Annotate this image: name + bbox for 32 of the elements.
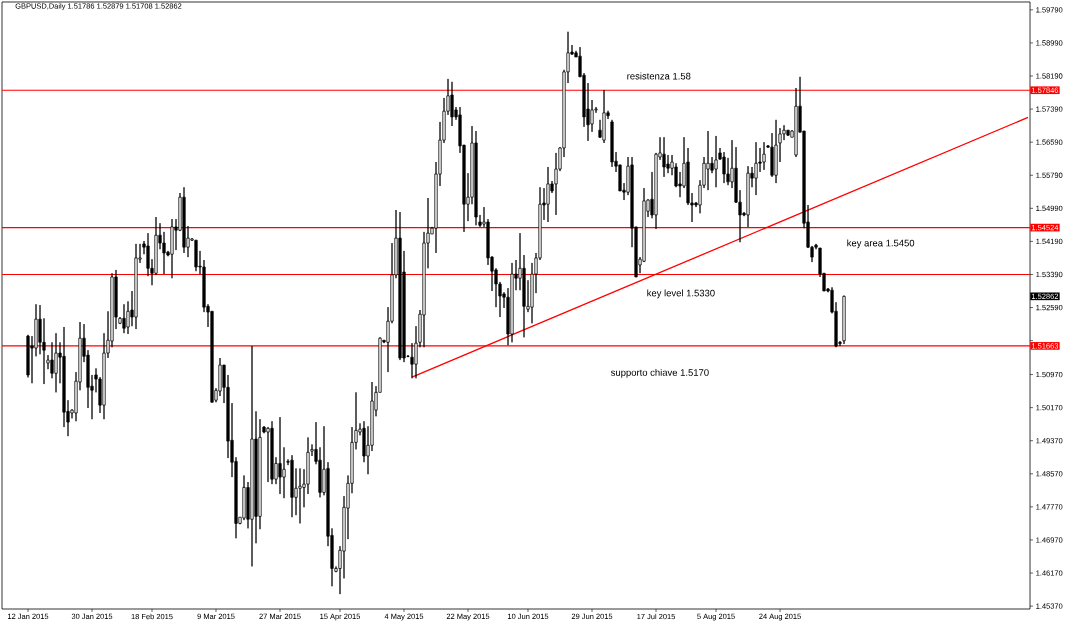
annotation: resistenza 1.58 — [627, 72, 691, 80]
candlestick — [610, 119, 614, 168]
candlestick — [450, 81, 454, 127]
candlestick — [762, 141, 766, 171]
candlestick — [134, 243, 138, 330]
candlestick — [722, 151, 726, 184]
candlestick — [546, 166, 550, 223]
candlestick — [714, 135, 718, 188]
candlestick — [194, 239, 198, 272]
candlestick — [182, 186, 186, 254]
annotation: supporto chiave 1.5170 — [610, 368, 709, 378]
candlestick — [746, 165, 750, 228]
candlestick — [298, 468, 302, 524]
candlestick — [602, 89, 606, 144]
candlestick — [250, 345, 254, 567]
candlestick — [270, 420, 274, 485]
annotation: key area 1.5450 — [847, 239, 915, 249]
candlestick — [842, 295, 846, 345]
candlestick — [706, 130, 710, 191]
candlestick — [122, 303, 126, 334]
candlestick — [786, 129, 790, 137]
candlestick — [54, 332, 58, 393]
candlestick — [398, 211, 402, 361]
candlestick — [510, 262, 514, 343]
candlestick — [754, 141, 758, 196]
annotation: key level 1.5330 — [647, 289, 715, 299]
candlestick — [774, 119, 778, 184]
candlestick — [278, 416, 282, 495]
candlestick — [662, 136, 666, 178]
candlestick — [474, 130, 478, 226]
candlestick — [170, 218, 174, 279]
candlestick — [290, 454, 294, 518]
